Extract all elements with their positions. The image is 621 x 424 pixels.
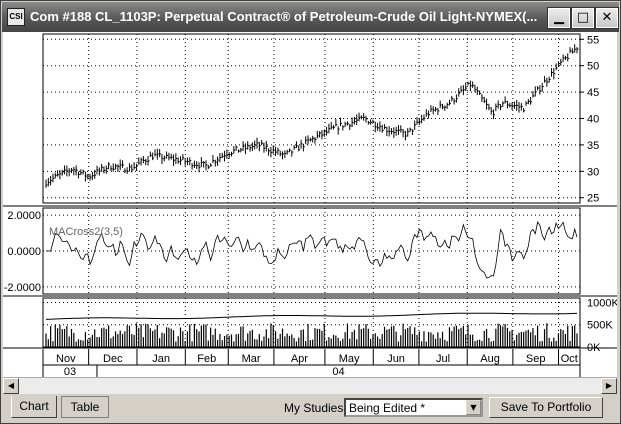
price-bars: [45, 44, 579, 188]
window-title: Com #188 CL_1103P: Perpetual Contract® o…: [30, 9, 538, 24]
month-label: Jan: [152, 353, 170, 365]
app-icon[interactable]: CSI: [7, 8, 25, 26]
horizontal-scrollbar[interactable]: ◀ ▶: [3, 377, 617, 394]
month-label: Aug: [480, 353, 500, 365]
volume-tick-label: 500K: [587, 320, 613, 332]
price-tick-label: 30: [587, 166, 599, 178]
month-label: Feb: [197, 353, 216, 365]
oscillator-tick-label: 0.0000: [7, 246, 41, 258]
month-label: Jun: [387, 353, 405, 365]
panel-frame: [42, 297, 581, 348]
scroll-right-arrow-icon[interactable]: ▶: [601, 378, 617, 394]
price-tick-label: 45: [587, 87, 599, 99]
studies-selected-value: Being Edited *: [349, 401, 426, 415]
scroll-track[interactable]: [19, 378, 601, 394]
month-label: May: [339, 353, 360, 365]
volume-bars: [45, 323, 578, 347]
chart-canvas[interactable]: 55 50 45 40 35 30 25 2.0000 0.0000 -2.0000 1000K 50…: [3, 32, 617, 377]
oscillator-tick-label: 2.0000: [7, 210, 41, 222]
bottom-toolbar: Chart Table My Studies: Being Edited * ▼…: [3, 394, 617, 423]
tab-chart[interactable]: Chart: [11, 396, 57, 418]
tab-table[interactable]: Table: [61, 396, 109, 418]
volume-tick-label: 0K: [587, 342, 601, 354]
maximize-button[interactable]: □: [571, 7, 595, 29]
year-label: 04: [332, 366, 344, 377]
month-label: Nov: [56, 353, 76, 365]
month-label: Jul: [436, 353, 450, 365]
oscillator-line: [46, 220, 578, 279]
open-interest-line: [45, 312, 577, 320]
month-label: Mar: [242, 353, 261, 365]
oscillator-tick-label: -2.0000: [4, 282, 41, 294]
price-tick-label: 55: [587, 34, 599, 46]
month-label: Sep: [526, 353, 546, 365]
oscillator-title: MACross2(3,5): [49, 226, 123, 238]
month-label: Dec: [103, 353, 123, 365]
price-tick-label: 25: [587, 193, 599, 205]
chart-area[interactable]: 55 50 45 40 35 30 25 2.0000 0.0000 -2.0000 1000K 50…: [3, 32, 617, 377]
studies-dropdown[interactable]: Being Edited * ▼: [344, 398, 483, 417]
price-tick-label: 40: [587, 114, 599, 126]
month-label: Oct: [561, 353, 578, 365]
dropdown-arrow-icon[interactable]: ▼: [466, 400, 481, 415]
title-bar[interactable]: CSI Com #188 CL_1103P: Perpetual Contrac…: [2, 2, 619, 32]
year-label: 03: [64, 366, 76, 377]
month-label: Apr: [291, 353, 308, 365]
save-to-portfolio-button[interactable]: Save To Portfolio: [489, 397, 603, 418]
my-studies-label: My Studies:: [284, 401, 347, 415]
volume-tick-label: 1000K: [587, 297, 617, 309]
close-button[interactable]: ✕: [595, 7, 619, 29]
price-tick-label: 50: [587, 61, 599, 73]
minimize-button[interactable]: ▁: [547, 7, 571, 29]
scroll-left-arrow-icon[interactable]: ◀: [3, 378, 19, 394]
price-tick-label: 35: [587, 140, 599, 152]
